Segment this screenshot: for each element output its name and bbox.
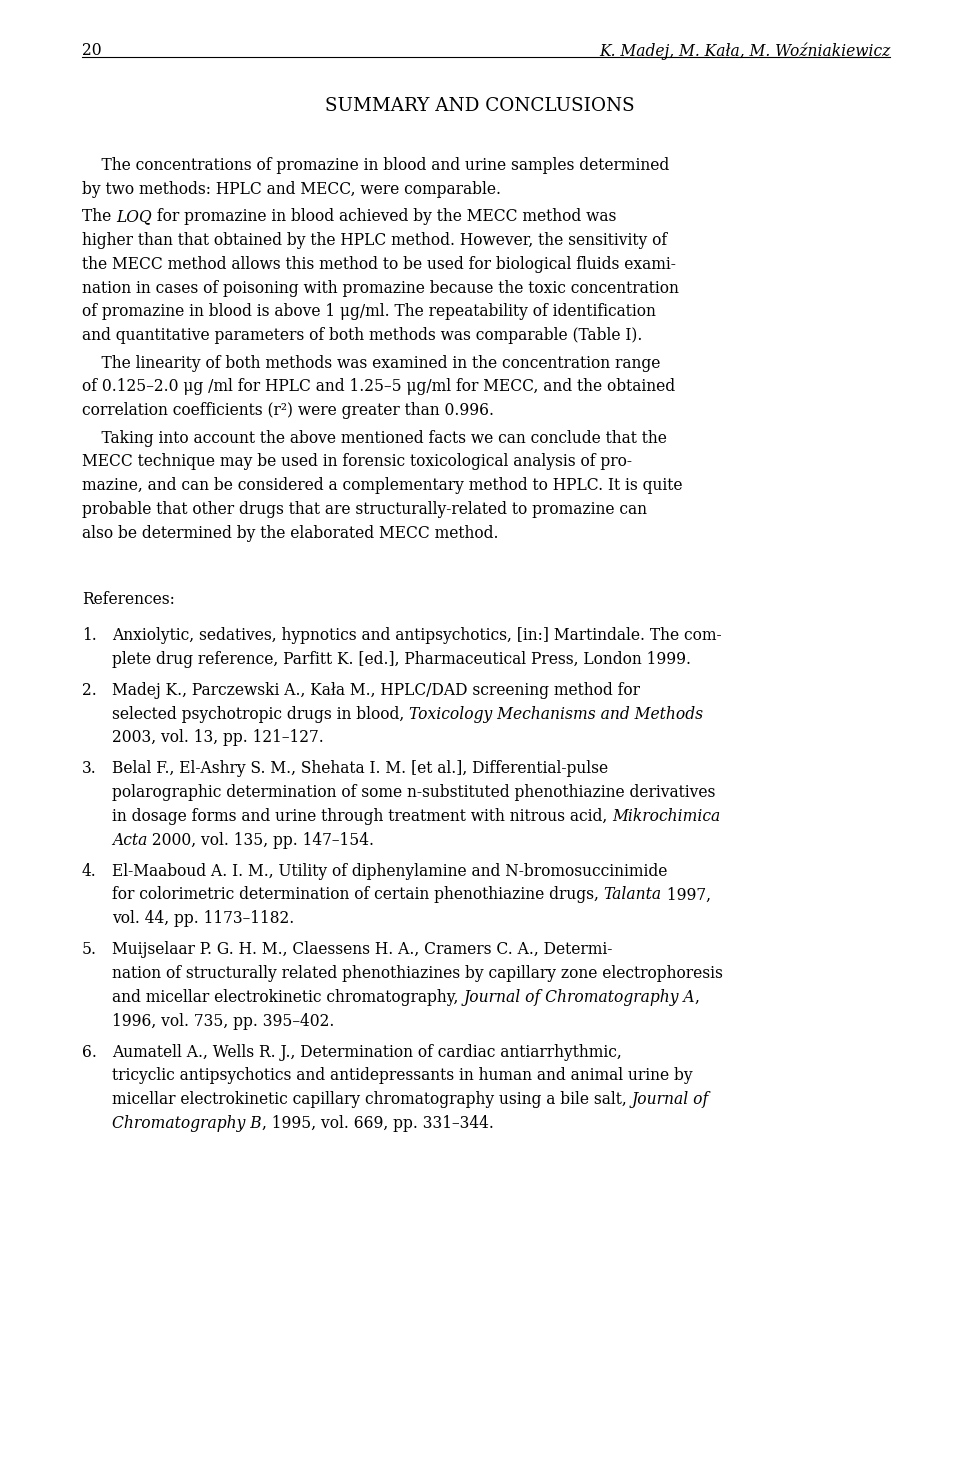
- Text: Belal F., El-Ashry S. M., Shehata I. M. [et al.], Differential-pulse: Belal F., El-Ashry S. M., Shehata I. M. …: [112, 761, 608, 777]
- Text: Journal of: Journal of: [632, 1092, 708, 1108]
- Text: References:: References:: [82, 591, 175, 609]
- Text: Anxiolytic, sedatives, hypnotics and antipsychotics, [in:] Martindale. The com-: Anxiolytic, sedatives, hypnotics and ant…: [112, 628, 722, 644]
- Text: Mikrochimica: Mikrochimica: [612, 808, 720, 826]
- Text: 1997,: 1997,: [661, 886, 710, 904]
- Text: micellar electrokinetic capillary chromatography using a bile salt,: micellar electrokinetic capillary chroma…: [112, 1092, 632, 1108]
- Text: and quantitative parameters of both methods was comparable (Table I).: and quantitative parameters of both meth…: [82, 328, 642, 344]
- Text: Toxicology Mechanisms and Methods: Toxicology Mechanisms and Methods: [409, 706, 704, 722]
- Text: higher than that obtained by the HPLC method. However, the sensitivity of: higher than that obtained by the HPLC me…: [82, 232, 667, 250]
- Text: probable that other drugs that are structurally-related to promazine can: probable that other drugs that are struc…: [82, 501, 647, 518]
- Text: Taking into account the above mentioned facts we can conclude that the: Taking into account the above mentioned …: [82, 430, 667, 446]
- Text: and micellar electrokinetic chromatography,: and micellar electrokinetic chromatograp…: [112, 988, 464, 1006]
- Text: The linearity of both methods was examined in the concentration range: The linearity of both methods was examin…: [82, 354, 660, 372]
- Text: polarographic determination of some n-substituted phenothiazine derivatives: polarographic determination of some n-su…: [112, 784, 715, 801]
- Text: 2.: 2.: [82, 682, 97, 699]
- Text: 3.: 3.: [82, 761, 97, 777]
- Text: for promazine in blood achieved by the MECC method was: for promazine in blood achieved by the M…: [152, 208, 616, 225]
- Text: correlation coefficients (r²) were greater than 0.996.: correlation coefficients (r²) were great…: [82, 402, 494, 419]
- Text: selected psychotropic drugs in blood,: selected psychotropic drugs in blood,: [112, 706, 409, 722]
- Text: Aumatell A., Wells R. J., Determination of cardiac antiarrhythmic,: Aumatell A., Wells R. J., Determination …: [112, 1044, 622, 1060]
- Text: 20: 20: [82, 41, 102, 59]
- Text: 2003, vol. 13, pp. 121–127.: 2003, vol. 13, pp. 121–127.: [112, 730, 324, 746]
- Text: Journal of Chromatography A: Journal of Chromatography A: [464, 988, 695, 1006]
- Text: in dosage forms and urine through treatment with nitrous acid,: in dosage forms and urine through treatm…: [112, 808, 612, 826]
- Text: 1996, vol. 735, pp. 395–402.: 1996, vol. 735, pp. 395–402.: [112, 1013, 334, 1029]
- Text: Madej K., Parczewski A., Kała M., HPLC/DAD screening method for: Madej K., Parczewski A., Kała M., HPLC/D…: [112, 682, 640, 699]
- Text: nation of structurally related phenothiazines by capillary zone electrophoresis: nation of structurally related phenothia…: [112, 964, 723, 982]
- Text: 1.: 1.: [82, 628, 97, 644]
- Text: Talanta: Talanta: [604, 886, 661, 904]
- Text: The concentrations of promazine in blood and urine samples determined: The concentrations of promazine in blood…: [82, 157, 669, 174]
- Text: mazine, and can be considered a complementary method to HPLC. It is quite: mazine, and can be considered a compleme…: [82, 477, 683, 495]
- Text: Muijselaar P. G. H. M., Claessens H. A., Cramers C. A., Determi-: Muijselaar P. G. H. M., Claessens H. A.,…: [112, 941, 612, 959]
- Text: The: The: [82, 208, 116, 225]
- Text: plete drug reference, Parfitt K. [ed.], Pharmaceutical Press, London 1999.: plete drug reference, Parfitt K. [ed.], …: [112, 651, 691, 668]
- Text: SUMMARY AND CONCLUSIONS: SUMMARY AND CONCLUSIONS: [325, 97, 635, 115]
- Text: 5.: 5.: [82, 941, 97, 959]
- Text: the MECC method allows this method to be used for biological fluids exami-: the MECC method allows this method to be…: [82, 256, 676, 273]
- Text: for colorimetric determination of certain phenothiazine drugs,: for colorimetric determination of certai…: [112, 886, 604, 904]
- Text: of 0.125–2.0 μg /ml for HPLC and 1.25–5 μg/ml for MECC, and the obtained: of 0.125–2.0 μg /ml for HPLC and 1.25–5 …: [82, 378, 675, 396]
- Text: Acta: Acta: [112, 832, 148, 849]
- Text: ,: ,: [695, 988, 700, 1006]
- Text: by two methods: HPLC and MECC, were comparable.: by two methods: HPLC and MECC, were comp…: [82, 180, 501, 198]
- Text: nation in cases of poisoning with promazine because the toxic concentration: nation in cases of poisoning with promaz…: [82, 279, 679, 297]
- Text: of promazine in blood is above 1 μg/ml. The repeatability of identification: of promazine in blood is above 1 μg/ml. …: [82, 303, 656, 321]
- Text: MECC technique may be used in forensic toxicological analysis of pro-: MECC technique may be used in forensic t…: [82, 453, 632, 470]
- Text: , 1995, vol. 669, pp. 331–344.: , 1995, vol. 669, pp. 331–344.: [262, 1115, 493, 1131]
- Text: 2000, vol. 135, pp. 147–154.: 2000, vol. 135, pp. 147–154.: [148, 832, 374, 849]
- Text: vol. 44, pp. 1173–1182.: vol. 44, pp. 1173–1182.: [112, 910, 295, 928]
- Text: Chromatography B: Chromatography B: [112, 1115, 262, 1131]
- Text: 6.: 6.: [82, 1044, 97, 1060]
- Text: 4.: 4.: [82, 863, 97, 880]
- Text: also be determined by the elaborated MECC method.: also be determined by the elaborated MEC…: [82, 524, 498, 542]
- Text: El-Maaboud A. I. M., Utility of diphenylamine and N-bromosuccinimide: El-Maaboud A. I. M., Utility of diphenyl…: [112, 863, 667, 880]
- Text: tricyclic antipsychotics and antidepressants in human and animal urine by: tricyclic antipsychotics and antidepress…: [112, 1068, 692, 1084]
- Text: LOQ: LOQ: [116, 208, 152, 225]
- Text: K. Madej, M. Kała, M. Woźniakiewicz: K. Madej, M. Kała, M. Woźniakiewicz: [599, 41, 890, 59]
